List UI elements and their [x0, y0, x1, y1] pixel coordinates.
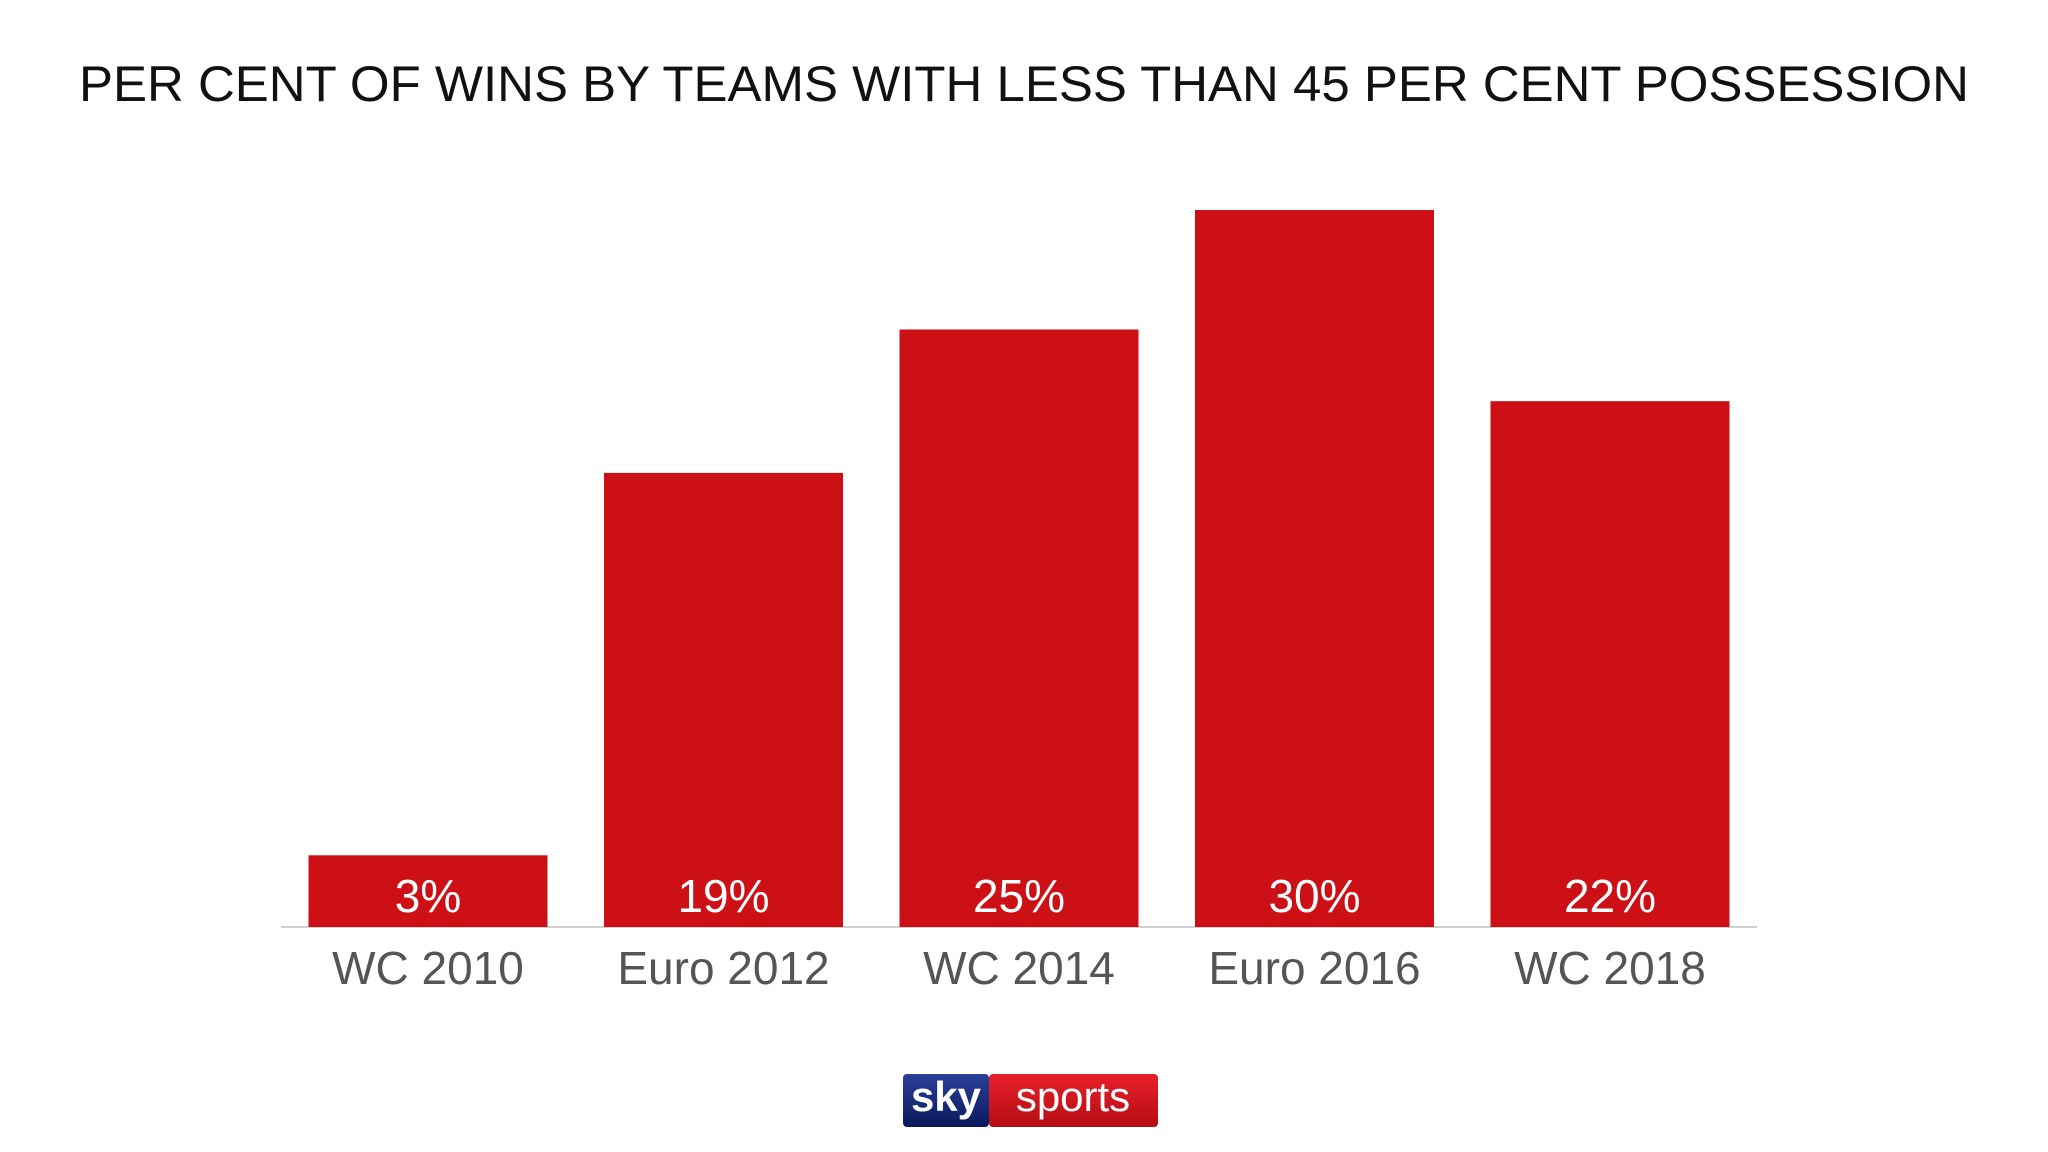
value-label: 22% — [1564, 870, 1656, 922]
bar — [308, 855, 548, 927]
value-label: 3% — [395, 870, 461, 922]
x-tick-label: Euro 2016 — [1208, 942, 1420, 994]
logo-sky: sky — [911, 1073, 982, 1120]
logo: sky sports — [903, 1073, 1158, 1127]
x-tick-label: Euro 2012 — [617, 942, 829, 994]
value-label: 19% — [677, 870, 769, 922]
logo-sports-box — [989, 1074, 1158, 1127]
chart-title: PER CENT OF WINS BY TEAMS WITH LESS THAN… — [79, 56, 1969, 112]
x-tick-label: WC 2014 — [923, 942, 1115, 994]
bar — [604, 472, 843, 927]
value-label: 30% — [1268, 870, 1360, 922]
bar — [1195, 210, 1434, 927]
x-tick-label: WC 2010 — [332, 942, 524, 994]
logo-sports: sports — [1016, 1073, 1130, 1120]
x-tick-label: WC 2018 — [1514, 942, 1706, 994]
value-label: 25% — [973, 870, 1065, 922]
logo-sky-box — [903, 1074, 989, 1127]
bar — [1490, 401, 1730, 927]
bar — [899, 329, 1139, 927]
